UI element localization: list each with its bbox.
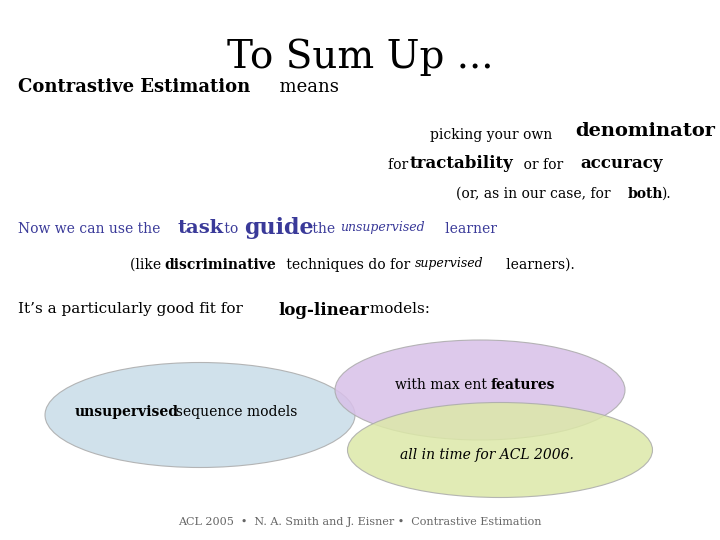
Text: task: task xyxy=(178,219,224,237)
Text: Now we can use the: Now we can use the xyxy=(18,222,165,236)
Text: the: the xyxy=(308,222,340,236)
Text: techniques do for: techniques do for xyxy=(282,258,415,272)
Text: accuracy: accuracy xyxy=(580,155,662,172)
Text: denominator: denominator xyxy=(575,122,715,140)
Ellipse shape xyxy=(335,340,625,440)
Text: or for: or for xyxy=(506,158,567,172)
Text: features: features xyxy=(491,378,556,392)
Text: ).: ). xyxy=(661,187,670,201)
Text: Contrastive Estimation: Contrastive Estimation xyxy=(18,78,251,96)
Text: for: for xyxy=(388,158,413,172)
Text: picking your own: picking your own xyxy=(430,128,557,142)
Text: sequence models: sequence models xyxy=(167,405,297,419)
Text: It’s a particularly good fit for: It’s a particularly good fit for xyxy=(18,302,248,316)
Text: log-linear: log-linear xyxy=(278,302,369,319)
Text: with max ent: with max ent xyxy=(395,378,491,392)
Text: unsupervised: unsupervised xyxy=(75,405,179,419)
Text: ACL 2005  •  N. A. Smith and J. Eisner •  Contrastive Estimation: ACL 2005 • N. A. Smith and J. Eisner • C… xyxy=(179,517,541,527)
Text: learner: learner xyxy=(432,222,497,236)
Text: learners).: learners). xyxy=(493,258,575,272)
Text: unsupervised: unsupervised xyxy=(340,221,425,234)
Text: supervised: supervised xyxy=(415,257,484,270)
Text: means: means xyxy=(268,78,339,96)
Ellipse shape xyxy=(348,402,652,497)
Text: tractability: tractability xyxy=(410,155,514,172)
Text: To Sum Up ...: To Sum Up ... xyxy=(227,38,493,76)
Text: all in time for ACL 2006.: all in time for ACL 2006. xyxy=(400,448,574,462)
Text: (or, as in our case, for: (or, as in our case, for xyxy=(456,187,615,201)
Text: to: to xyxy=(220,222,243,236)
Text: both: both xyxy=(628,187,664,201)
Text: guide: guide xyxy=(244,217,314,239)
Text: (like: (like xyxy=(130,258,166,272)
Text: models:: models: xyxy=(365,302,430,316)
Ellipse shape xyxy=(45,362,355,468)
Text: discriminative: discriminative xyxy=(164,258,276,272)
